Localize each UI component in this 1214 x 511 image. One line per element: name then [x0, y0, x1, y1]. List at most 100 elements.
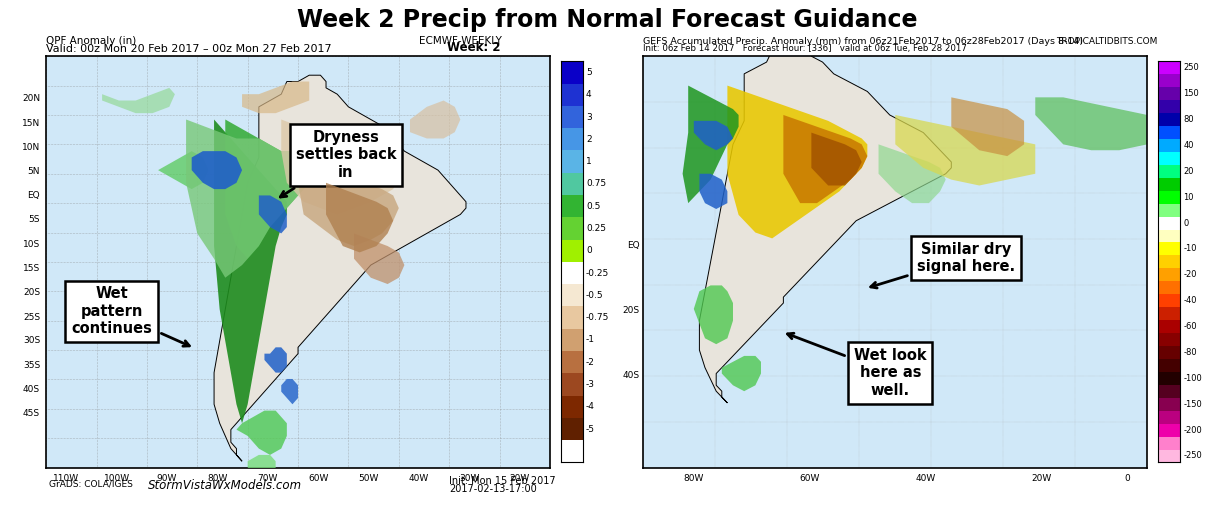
- Bar: [1158, 100, 1180, 113]
- Text: -2: -2: [586, 358, 595, 367]
- Text: -40: -40: [1184, 296, 1197, 305]
- Bar: [1158, 385, 1180, 398]
- Text: 0: 0: [1124, 474, 1130, 483]
- Polygon shape: [214, 120, 287, 423]
- Text: Wet look
here as
well.: Wet look here as well.: [788, 333, 926, 398]
- Bar: [1158, 217, 1180, 229]
- Text: -150: -150: [1184, 400, 1202, 409]
- Polygon shape: [879, 144, 946, 203]
- Bar: [1158, 450, 1180, 462]
- Text: 30S: 30S: [23, 336, 40, 345]
- Bar: [561, 396, 583, 418]
- Bar: [561, 195, 583, 217]
- Bar: [1158, 113, 1180, 126]
- Text: Dryness
settles back
in: Dryness settles back in: [280, 130, 396, 197]
- Text: EQ: EQ: [628, 241, 640, 250]
- Bar: [1158, 411, 1180, 424]
- Text: Init: 06z Feb 14 2017   Forecast Hour: [336]   valid at 06z Tue, Feb 28 2017: Init: 06z Feb 14 2017 Forecast Hour: [33…: [643, 44, 968, 53]
- Polygon shape: [694, 285, 733, 344]
- Text: 30W: 30W: [459, 474, 480, 483]
- Bar: [1158, 87, 1180, 100]
- Text: 40S: 40S: [623, 370, 640, 380]
- Polygon shape: [327, 183, 393, 252]
- Bar: [1158, 424, 1180, 436]
- Polygon shape: [265, 347, 287, 373]
- Text: 3: 3: [586, 112, 591, 122]
- Bar: [561, 217, 583, 240]
- Bar: [1158, 359, 1180, 372]
- Bar: [1158, 139, 1180, 152]
- Text: 20W: 20W: [510, 474, 529, 483]
- Bar: [561, 374, 583, 396]
- Bar: [561, 84, 583, 106]
- Text: 40W: 40W: [409, 474, 429, 483]
- Text: -60: -60: [1184, 322, 1197, 331]
- Text: Wet
pattern
continues: Wet pattern continues: [72, 286, 189, 346]
- Text: 80W: 80W: [208, 474, 227, 483]
- Bar: [1158, 320, 1180, 333]
- Text: 10N: 10N: [22, 143, 40, 152]
- Text: 5N: 5N: [28, 167, 40, 176]
- Text: 5S: 5S: [29, 216, 40, 224]
- Text: Week: 2: Week: 2: [447, 41, 500, 54]
- Bar: [561, 262, 583, 284]
- Text: 2: 2: [586, 135, 591, 144]
- Bar: [1158, 256, 1180, 268]
- Polygon shape: [952, 97, 1025, 156]
- Bar: [1158, 74, 1180, 87]
- Polygon shape: [694, 121, 733, 150]
- Bar: [561, 240, 583, 262]
- Bar: [1158, 268, 1180, 281]
- Bar: [1158, 346, 1180, 359]
- Text: 0: 0: [1184, 219, 1189, 227]
- Polygon shape: [192, 151, 242, 189]
- Bar: [561, 128, 583, 150]
- Polygon shape: [783, 115, 867, 203]
- Bar: [561, 307, 583, 329]
- Bar: [561, 418, 583, 440]
- Text: 90W: 90W: [157, 474, 177, 483]
- Text: 250: 250: [1184, 63, 1199, 72]
- Text: 60W: 60W: [800, 474, 819, 483]
- Bar: [1158, 204, 1180, 217]
- Text: StormVistaWxModels.com: StormVistaWxModels.com: [148, 479, 301, 492]
- Text: -0.75: -0.75: [586, 313, 609, 322]
- Bar: [561, 106, 583, 128]
- Text: Valid: 00z Mon 20 Feb 2017 – 00z Mon 27 Feb 2017: Valid: 00z Mon 20 Feb 2017 – 00z Mon 27 …: [46, 43, 331, 54]
- Polygon shape: [682, 85, 738, 203]
- Polygon shape: [282, 120, 398, 215]
- Bar: [1158, 281, 1180, 294]
- Text: 40S: 40S: [23, 385, 40, 394]
- Text: 15S: 15S: [23, 264, 40, 273]
- Text: 0: 0: [586, 246, 591, 256]
- Text: 10: 10: [1184, 193, 1193, 202]
- Bar: [561, 284, 583, 307]
- Text: 110W: 110W: [53, 474, 79, 483]
- Text: 70W: 70W: [257, 474, 278, 483]
- Bar: [561, 351, 583, 374]
- Text: -5: -5: [586, 425, 595, 433]
- Bar: [561, 329, 583, 351]
- Text: 20W: 20W: [1032, 474, 1051, 483]
- Text: -1: -1: [586, 335, 595, 344]
- Text: -250: -250: [1184, 452, 1202, 460]
- Text: 40W: 40W: [915, 474, 936, 483]
- Text: -20: -20: [1184, 270, 1197, 280]
- Polygon shape: [214, 75, 466, 461]
- Polygon shape: [699, 174, 727, 209]
- Bar: [1158, 152, 1180, 165]
- Text: -0.25: -0.25: [586, 268, 609, 277]
- Polygon shape: [354, 234, 404, 284]
- Text: 40: 40: [1184, 141, 1193, 150]
- Bar: [1158, 307, 1180, 320]
- Text: 80: 80: [1184, 115, 1193, 124]
- Text: 0.75: 0.75: [586, 179, 606, 189]
- Polygon shape: [727, 85, 867, 238]
- Polygon shape: [226, 120, 310, 259]
- Text: 35S: 35S: [23, 361, 40, 369]
- Text: 50W: 50W: [358, 474, 379, 483]
- Bar: [1158, 372, 1180, 385]
- Text: -200: -200: [1184, 426, 1202, 434]
- Text: 20N: 20N: [22, 95, 40, 104]
- Text: -80: -80: [1184, 348, 1197, 357]
